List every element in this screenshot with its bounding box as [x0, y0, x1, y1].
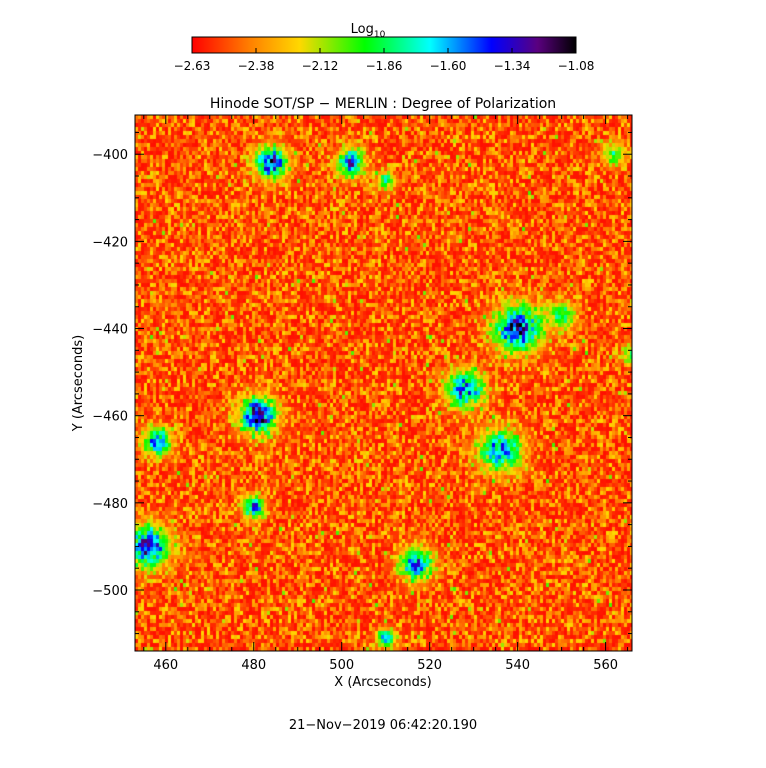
x-tick-label: 460: [153, 658, 178, 673]
y-axis: −400 −420 −440 −460 −480 −500: [92, 131, 632, 635]
colorbar-tick-label: −1.34: [494, 59, 531, 73]
y-tick-label: −460: [92, 410, 128, 425]
chart-title: Hinode SOT/SP − MERLIN : Degree of Polar…: [210, 96, 556, 112]
colorbar-label: Log10: [351, 22, 386, 40]
x-axis: 460 480 500 520 540 560: [143, 115, 629, 673]
y-tick-label: −480: [92, 497, 128, 512]
x-axis-label: X (Arcseconds): [334, 675, 431, 690]
y-axis-label: Y (Arcseconds): [71, 335, 86, 432]
x-tick-label: 540: [505, 658, 530, 673]
colorbar-tick-label: −1.86: [366, 59, 403, 73]
y-tick-label: −400: [92, 148, 128, 163]
x-tick-label: 500: [329, 658, 354, 673]
plot-frame: [134, 114, 633, 652]
colorbar-tick-label: −2.38: [238, 59, 275, 73]
colorbar-tick-label: −1.08: [558, 59, 595, 73]
x-tick-label: 520: [417, 658, 442, 673]
x-tick-label: 560: [593, 658, 618, 673]
colorbar-ticks: −2.63 −2.38 −2.12 −1.86 −1.60 −1.34 −1.08: [174, 48, 595, 73]
heatmap-image: [135, 115, 632, 651]
timestamp: 21−Nov−2019 06:42:20.190: [289, 718, 477, 733]
x-tick-label: 480: [241, 658, 266, 673]
y-tick-label: −440: [92, 323, 128, 338]
y-tick-label: −500: [92, 584, 128, 599]
colorbar-tick-label: −2.63: [174, 59, 211, 73]
colorbar-tick-label: −1.60: [430, 59, 467, 73]
colorbar-tick-label: −2.12: [302, 59, 339, 73]
y-tick-label: −420: [92, 235, 128, 250]
